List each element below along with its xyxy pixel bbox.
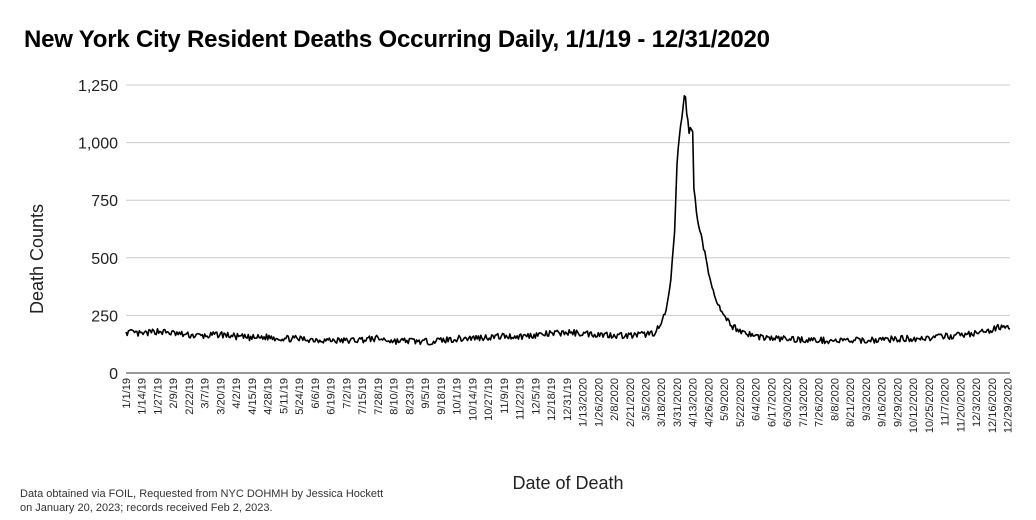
x-tick-label: 4/13/2020 — [688, 378, 700, 427]
x-tick-label: 2/8/2020 — [609, 378, 621, 421]
series-layer — [125, 95, 1011, 346]
x-tick-label: 10/1/19 — [452, 378, 464, 415]
y-tick-label: 500 — [91, 251, 118, 268]
x-tick-label: 5/24/19 — [294, 378, 306, 415]
x-tick-label: 8/8/2020 — [829, 378, 841, 421]
x-tick-label: 11/22/19 — [515, 378, 527, 420]
x-axis-tick-labels: 1/1/19 1/14/19 1/27/19 2/9/19 2/22/19 3/7/19 3… — [121, 378, 1015, 433]
x-tick-label: 7/2/19 — [341, 378, 353, 409]
x-tick-label: 8/10/19 — [389, 378, 401, 415]
x-tick-label: 7/15/19 — [357, 378, 369, 415]
x-tick-label: 7/28/19 — [373, 378, 385, 415]
x-tick-label: 9/5/19 — [420, 378, 432, 409]
x-tick-label: 10/25/2020 — [924, 378, 936, 433]
y-tick-label: 1,000 — [78, 136, 118, 153]
x-tick-label: 1/13/2020 — [578, 378, 590, 427]
gridlines — [126, 84, 1010, 374]
x-tick-label: 6/17/2020 — [766, 378, 778, 427]
x-tick-label: 6/6/19 — [310, 378, 322, 409]
x-tick-label: 12/29/2020 — [1003, 378, 1015, 433]
x-tick-label: 2/9/19 — [168, 378, 180, 409]
x-tick-label: 4/2/19 — [231, 378, 243, 409]
x-tick-label: 5/11/19 — [278, 378, 290, 414]
x-tick-label: 10/12/2020 — [908, 378, 920, 433]
x-tick-label: 2/22/19 — [184, 378, 196, 415]
x-tick-label: 1/14/19 — [137, 378, 149, 415]
x-tick-label: 10/27/19 — [483, 378, 495, 421]
chart-title: New York City Resident Deaths Occurring … — [24, 26, 770, 53]
x-tick-label: 11/9/19 — [499, 378, 511, 414]
y-axis-label: Death Counts — [27, 204, 47, 314]
x-tick-label: 6/30/2020 — [782, 378, 794, 427]
x-tick-label: 9/16/2020 — [877, 378, 889, 427]
x-tick-label: 6/19/19 — [326, 378, 338, 415]
series-line-daily-deaths — [125, 95, 1011, 346]
x-tick-label: 5/22/2020 — [735, 378, 747, 427]
x-tick-label: 11/20/2020 — [955, 378, 967, 432]
x-tick-label: 12/18/19 — [546, 378, 558, 421]
x-tick-label: 1/1/19 — [121, 378, 133, 409]
y-tick-label: 250 — [91, 308, 118, 325]
x-tick-label: 12/3/2020 — [971, 378, 983, 427]
x-tick-label: 3/31/2020 — [672, 378, 684, 427]
x-tick-label: 7/13/2020 — [798, 378, 810, 427]
x-tick-label: 12/5/19 — [530, 378, 542, 415]
x-tick-label: 4/26/2020 — [703, 378, 715, 427]
x-tick-label: 12/16/2020 — [987, 378, 999, 433]
y-tick-label: 1,250 — [78, 78, 118, 95]
y-axis-tick-labels: 0 250 500 750 1,000 1,250 — [78, 78, 118, 383]
x-tick-label: 7/26/2020 — [814, 378, 826, 427]
x-tick-label: 12/31/19 — [562, 378, 574, 421]
y-tick-label: 750 — [91, 193, 118, 210]
x-tick-label: 10/14/19 — [467, 378, 479, 421]
x-axis-label: Date of Death — [512, 473, 623, 493]
x-tick-label: 1/27/19 — [152, 378, 164, 415]
y-tick-label: 0 — [109, 366, 118, 383]
x-tick-label: 2/21/2020 — [625, 378, 637, 427]
x-tick-label: 3/5/2020 — [641, 378, 653, 421]
x-tick-label: 3/20/19 — [215, 378, 227, 415]
x-tick-label: 4/28/19 — [263, 378, 275, 415]
x-tick-label: 5/9/2020 — [719, 378, 731, 421]
x-tick-label: 11/7/2020 — [940, 378, 952, 426]
x-tick-label: 1/26/2020 — [593, 378, 605, 427]
x-tick-label: 8/23/19 — [404, 378, 416, 415]
x-tick-label: 9/3/2020 — [861, 378, 873, 421]
x-tick-label: 3/18/2020 — [656, 378, 668, 427]
x-tick-label: 6/4/2020 — [751, 378, 763, 421]
x-tick-label: 8/21/2020 — [845, 378, 857, 427]
x-tick-label: 3/7/19 — [200, 378, 212, 409]
x-tick-label: 9/18/19 — [436, 378, 448, 415]
x-tick-label: 4/15/19 — [247, 378, 259, 415]
x-tick-label: 9/29/2020 — [892, 378, 904, 427]
source-note: Data obtained via FOIL, Requested from N… — [20, 488, 384, 514]
